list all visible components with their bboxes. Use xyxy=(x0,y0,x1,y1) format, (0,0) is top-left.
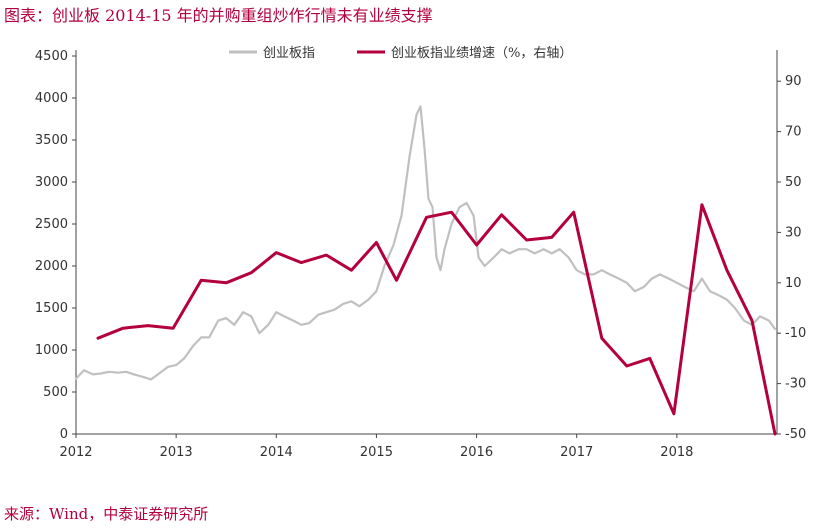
right-tick-label: -30 xyxy=(785,377,806,392)
right-tick-label: 10 xyxy=(785,276,802,291)
right-tick-label: 90 xyxy=(785,74,802,89)
x-tick-label: 2012 xyxy=(59,445,92,460)
left-tick-label: 2000 xyxy=(35,259,68,274)
legend-label: 创业板指业绩增速（%，右轴） xyxy=(391,46,572,61)
series-line-chuangye-index xyxy=(74,105,777,381)
right-tick-label: 50 xyxy=(785,175,802,190)
series-line-earnings-growth xyxy=(96,203,777,436)
legend-label: 创业板指 xyxy=(263,46,315,61)
left-tick-label: 4000 xyxy=(35,91,68,106)
x-tick-label: 2016 xyxy=(460,445,493,460)
x-tick-label: 2018 xyxy=(660,445,693,460)
x-tick-label: 2017 xyxy=(560,445,593,460)
right-tick-label: -50 xyxy=(785,427,806,442)
axes: 0 500 1000 1500 2000 2500 3000 3500 4000 4500 -50 -… xyxy=(35,49,806,460)
left-tick-label: 4500 xyxy=(35,49,68,64)
series-lines xyxy=(74,105,777,436)
left-tick-label: 3500 xyxy=(35,133,68,148)
right-tick-label: -10 xyxy=(785,326,806,341)
x-tick-label: 2013 xyxy=(160,445,193,460)
left-tick-label: 500 xyxy=(43,385,68,400)
chart-title: 图表：创业板 2014-15 年的并购重组炒作行情未有业绩支撑 xyxy=(4,6,433,25)
left-tick-label: 2500 xyxy=(35,217,68,232)
x-tick-label: 2014 xyxy=(260,445,293,460)
right-tick-label: 70 xyxy=(785,125,802,140)
left-tick-label: 3000 xyxy=(35,175,68,190)
chart-source: 来源：Wind，中泰证券研究所 xyxy=(4,505,209,523)
left-tick-label: 0 xyxy=(60,427,68,442)
left-tick-label: 1500 xyxy=(35,301,68,316)
legend: 创业板指 创业板指业绩增速（%，右轴） xyxy=(229,46,572,61)
right-tick-label: 30 xyxy=(785,225,802,240)
x-tick-label: 2015 xyxy=(360,445,393,460)
left-tick-label: 1000 xyxy=(35,343,68,358)
